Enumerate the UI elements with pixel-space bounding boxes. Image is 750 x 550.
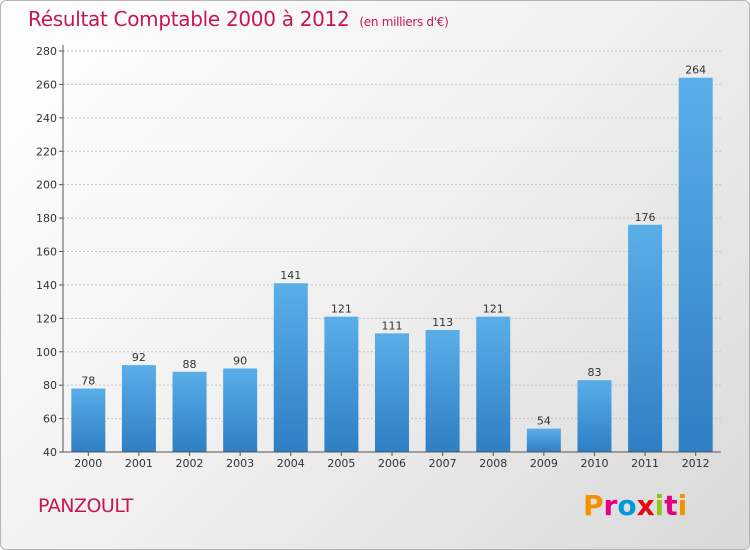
- data-label-2004: 141: [280, 269, 301, 282]
- logo-letter: x: [636, 489, 655, 522]
- data-label-2000: 78: [81, 375, 95, 388]
- bar-2009: [526, 428, 561, 452]
- bar-2012: [678, 77, 713, 452]
- logo-letter: i: [654, 489, 665, 522]
- logo-letter: o: [617, 489, 637, 522]
- data-label-2009: 54: [537, 415, 551, 428]
- x-tick-label: 2010: [580, 457, 608, 470]
- data-label-2006: 111: [382, 319, 403, 332]
- data-label-2005: 121: [331, 303, 352, 316]
- y-tick-label: 200: [36, 179, 57, 192]
- data-label-2011: 176: [635, 211, 656, 224]
- chart-subtitle: (en milliers d'€): [359, 15, 449, 29]
- x-tick-label: 2012: [682, 457, 710, 470]
- x-tick-label: 2011: [631, 457, 659, 470]
- x-axis: 2000 2001 2002 2003 2004 2005 2006 2007 2008 2009…: [63, 451, 721, 470]
- y-tick-label: 260: [36, 78, 57, 91]
- bar-2002: [172, 371, 207, 452]
- y-axis: 40 60 80 100 120 140 160 180 200 220 240 260 280: [36, 45, 64, 459]
- data-label-2008: 121: [483, 303, 504, 316]
- bar-2003: [223, 368, 258, 452]
- x-tick-label: 2006: [378, 457, 406, 470]
- y-tick-label: 40: [43, 446, 57, 459]
- y-tick-label: 100: [36, 346, 57, 359]
- y-tick-label: 140: [36, 279, 57, 292]
- data-label-2003: 90: [233, 354, 247, 367]
- bar-2004: [273, 283, 308, 452]
- bar-2000: [71, 388, 106, 452]
- data-label-2002: 88: [183, 358, 197, 371]
- bar-2001: [121, 365, 156, 452]
- bar-2010: [577, 380, 612, 452]
- x-tick-label: 2002: [176, 457, 204, 470]
- x-tick-label: 2004: [277, 457, 305, 470]
- x-tick-label: 2001: [125, 457, 153, 470]
- y-tick-label: 240: [36, 112, 57, 125]
- chart-title-text: Résultat Comptable 2000 à 2012: [28, 7, 350, 31]
- y-tick-label: 220: [36, 145, 57, 158]
- bar-2008: [476, 316, 511, 452]
- y-tick-label: 120: [36, 312, 57, 325]
- logo-letter: r: [603, 489, 618, 522]
- x-tick-label: 2005: [327, 457, 355, 470]
- bar-2005: [324, 316, 359, 452]
- y-tick-label: 180: [36, 212, 57, 225]
- logo-letter: P: [583, 489, 604, 522]
- logo-letter: i: [677, 489, 688, 522]
- city-name: PANZOULT: [38, 495, 133, 517]
- data-label-2010: 83: [587, 366, 601, 379]
- x-tick-label: 2007: [429, 457, 457, 470]
- bar-2011: [628, 224, 663, 452]
- bar-2007: [425, 330, 460, 452]
- data-label-2007: 113: [432, 316, 453, 329]
- y-tick-label: 60: [43, 413, 57, 426]
- x-tick-label: 2003: [226, 457, 254, 470]
- x-tick-label: 2000: [74, 457, 102, 470]
- chart-title: Résultat Comptable 2000 à 2012 (en millie…: [28, 7, 449, 31]
- x-tick-label: 2008: [479, 457, 507, 470]
- proxiti-logo: Proxiti: [583, 489, 687, 522]
- y-tick-label: 160: [36, 246, 57, 259]
- bars: 78 92 88 90 141 121 111 113 121 54 83 176 264: [71, 64, 713, 452]
- bar-2006: [375, 333, 409, 452]
- x-tick-label: 2009: [530, 457, 558, 470]
- data-label-2012: 264: [685, 64, 706, 77]
- logo-letter: t: [664, 489, 678, 522]
- y-tick-label: 80: [43, 379, 57, 392]
- y-tick-label: 280: [36, 45, 57, 58]
- data-label-2001: 92: [132, 351, 146, 364]
